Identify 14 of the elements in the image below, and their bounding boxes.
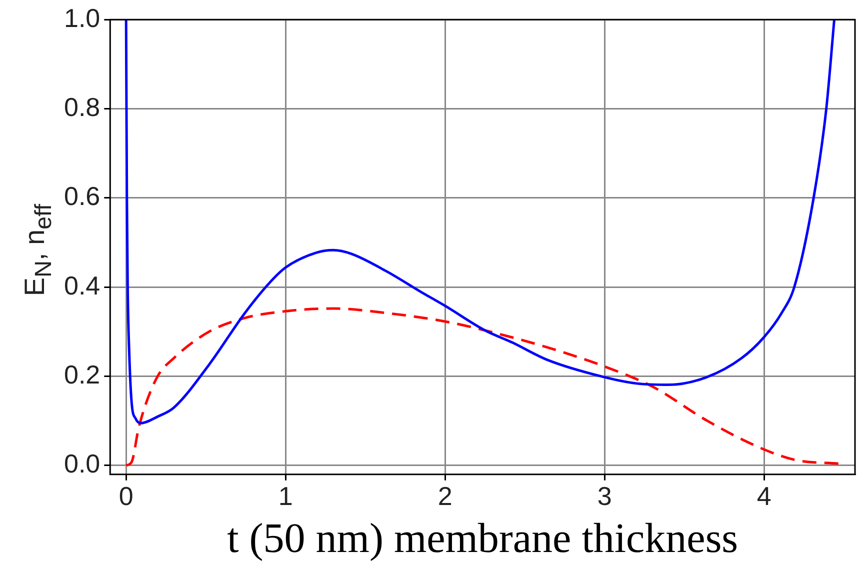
y-tick-label: 0.4 [64, 270, 100, 300]
x-axis-title: t (50 nm) membrane thickness [227, 516, 738, 562]
x-tick-label: 2 [438, 481, 452, 512]
x-tick-label: 3 [597, 481, 612, 512]
y-tick-label: 0.6 [64, 181, 100, 212]
x-tick-label: 4 [756, 481, 772, 512]
x-tick-label: 1 [278, 481, 293, 512]
y-tick-label: 0.8 [64, 92, 100, 122]
y-tick-label: 0.0 [64, 448, 100, 479]
y-tick-label: 1.0 [64, 2, 100, 33]
y-tick-label: 0.2 [64, 359, 100, 390]
x-tick-label: 0 [118, 481, 134, 512]
line-series [124, 307, 840, 467]
line-series [124, 20, 836, 424]
